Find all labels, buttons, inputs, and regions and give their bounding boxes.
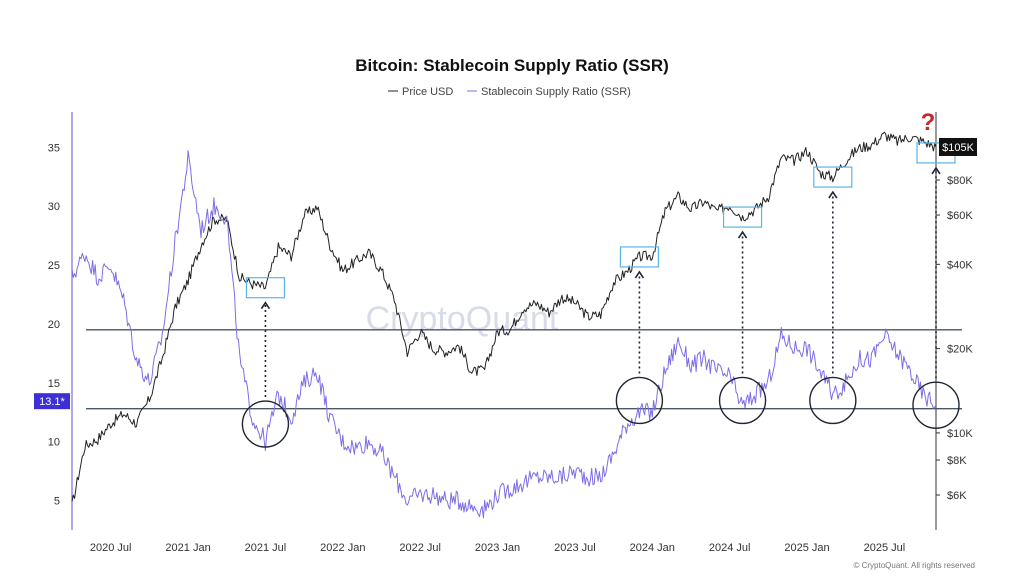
x-tick-label: 2024 Jul xyxy=(709,542,751,554)
x-tick-label: 2025 Jan xyxy=(784,542,829,554)
x-tick-label: 2024 Jan xyxy=(630,542,675,554)
current-ssr-tag-bg xyxy=(34,393,70,410)
footer-copyright: © CryptoQuant. All rights reserved xyxy=(854,561,976,570)
y-right-tick-label: $6K xyxy=(947,490,967,502)
y-right-tick-label: $8K xyxy=(947,455,967,467)
x-tick-label: 2022 Jul xyxy=(399,542,441,554)
y-left-tick-label: 25 xyxy=(48,260,60,272)
y-right-tick-label: $60K xyxy=(947,210,973,222)
y-left-tick-label: 30 xyxy=(48,201,60,213)
y-left-tick-label: 15 xyxy=(48,378,60,390)
highlight-price-box xyxy=(619,246,660,268)
highlight-price-box xyxy=(722,206,763,228)
question-mark: ? xyxy=(921,109,936,136)
highlight-circle xyxy=(615,376,664,425)
highlight-arrow-head xyxy=(260,301,271,310)
y-right-tick-label: $40K xyxy=(947,259,973,271)
chart-title: Bitcoin: Stablecoin Supply Ratio (SSR) xyxy=(355,56,669,75)
legend: Price USD Stablecoin Supply Ratio (SSR) xyxy=(388,86,631,98)
highlight-arrow-head xyxy=(737,230,748,239)
legend-label-price: Price USD xyxy=(402,86,453,98)
y-left-tick-label: 35 xyxy=(48,142,60,154)
x-tick-label: 2023 Jan xyxy=(475,542,520,554)
watermark: CryptoQuant xyxy=(366,300,559,338)
x-tick-label: 2021 Jan xyxy=(165,542,210,554)
y-left-tick-label: 10 xyxy=(48,437,60,449)
y-right-tick-label: $80K xyxy=(947,175,973,187)
ssr-line xyxy=(71,150,937,519)
highlight-arrow-head xyxy=(828,190,838,199)
x-tick-label: 2022 Jan xyxy=(320,542,365,554)
highlight-circle xyxy=(241,400,290,448)
x-tick-label: 2020 Jul xyxy=(90,542,132,554)
x-tick-label: 2025 Jul xyxy=(864,542,906,554)
y-left-tick-label: 20 xyxy=(48,319,60,331)
current-price-tag: $105K xyxy=(942,142,974,154)
current-ssr-tag: 13.1* xyxy=(39,396,65,408)
y-right-tick-label: $10K xyxy=(947,428,973,440)
y-right-tick-label: $20K xyxy=(947,344,973,356)
highlight-arrow-head xyxy=(634,270,645,279)
legend-label-ssr: Stablecoin Supply Ratio (SSR) xyxy=(481,86,631,98)
highlight-circle xyxy=(809,376,857,425)
current-price-tag-bg xyxy=(939,137,977,156)
highlight-circle xyxy=(912,381,960,429)
highlight-price-box xyxy=(245,277,286,299)
highlight-circle xyxy=(718,376,767,425)
y-left-tick-label: 5 xyxy=(54,496,60,508)
highlight-arrow-head xyxy=(931,166,941,175)
highlight-price-box xyxy=(813,166,853,188)
x-tick-label: 2023 Jul xyxy=(554,542,596,554)
x-tick-label: 2021 Jul xyxy=(245,542,287,554)
price-usd-line xyxy=(71,131,937,502)
